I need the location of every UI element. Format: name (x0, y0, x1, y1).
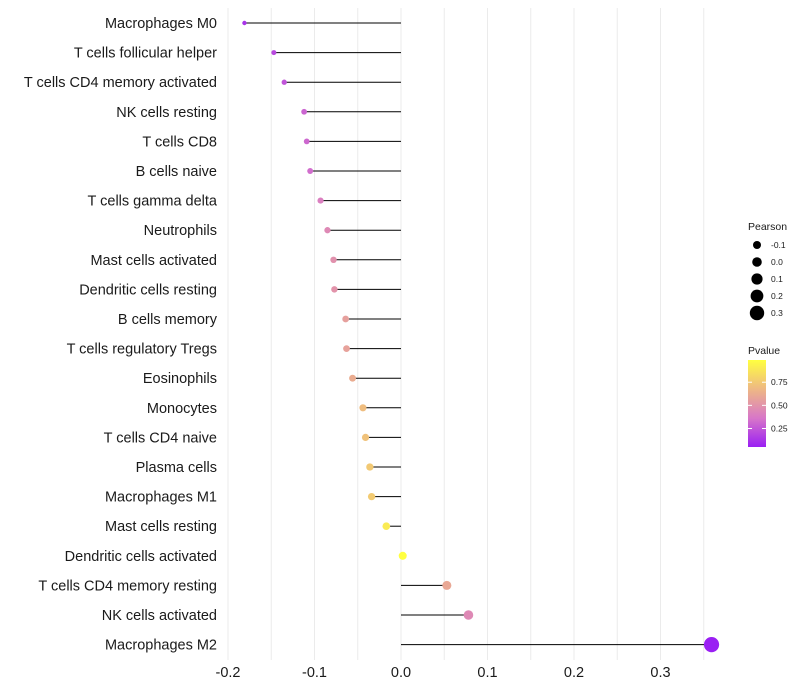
lollipop-point (301, 108, 307, 115)
lollipop-point (307, 168, 314, 174)
data-rows: Macrophages M0 T cells follicular helper T… (24, 16, 720, 654)
lollipop-point (359, 404, 367, 412)
category-label: Macrophages M0 (105, 16, 217, 32)
lollipop-point (271, 50, 277, 56)
lollipop-point (463, 610, 474, 620)
lollipop-point (398, 551, 407, 560)
x-tick-label: 0.1 (477, 665, 497, 681)
grid-lines (227, 8, 705, 660)
x-tick-label: 0.3 (650, 665, 670, 681)
color-legend-title: Pvalue (748, 345, 780, 357)
category-label: Dendritic cells activated (65, 549, 217, 565)
x-tick-label: -0.2 (216, 665, 241, 681)
lollipop-point (442, 580, 452, 590)
category-label: T cells CD4 memory resting (38, 578, 217, 594)
category-label: Eosinophils (143, 371, 217, 387)
size-legend-label: -0.1 (771, 240, 786, 250)
color-legend-label: 0.75 (771, 377, 788, 387)
lollipop-point (303, 138, 310, 145)
lollipop-point (342, 315, 350, 323)
lollipop-point (343, 345, 350, 352)
lollipop-point (703, 637, 720, 653)
category-label: Dendritic cells resting (79, 282, 217, 298)
category-label: Plasma cells (136, 460, 217, 476)
category-label: NK cells activated (102, 608, 217, 624)
lollipop-point (330, 256, 337, 264)
category-label: T cells CD4 naive (104, 430, 217, 446)
category-label: NK cells resting (116, 105, 217, 121)
size-legend-label: 0.0 (771, 257, 783, 267)
size-legend-key (750, 289, 764, 303)
color-legend-bar (748, 360, 766, 447)
size-legend-key (753, 241, 761, 249)
category-label: B cells naive (136, 164, 217, 180)
size-legend: Pearson -0.1 0.0 0.1 0.2 0.3 (748, 221, 787, 321)
category-label: Mast cells activated (90, 253, 217, 269)
category-label: T cells gamma delta (88, 194, 218, 210)
size-legend-label: 0.2 (771, 291, 783, 301)
size-legend-key (752, 257, 762, 267)
category-label: Mast cells resting (105, 519, 217, 535)
lollipop-point (367, 492, 376, 501)
category-label: T cells CD4 memory activated (24, 75, 217, 91)
lollipop-point (382, 522, 391, 531)
lollipop-point (366, 463, 374, 471)
lollipop-point (331, 286, 338, 293)
color-legend: Pvalue 0.25 0.50 0.75 (748, 345, 788, 447)
category-label: Neutrophils (144, 223, 217, 239)
category-label: T cells follicular helper (74, 46, 217, 62)
size-legend-key (749, 305, 765, 321)
lollipop-point (324, 227, 331, 234)
lollipop-point (242, 20, 247, 26)
x-tick-label: 0.0 (391, 665, 411, 681)
x-tick-label: -0.1 (302, 665, 327, 681)
category-label: Macrophages M2 (105, 638, 217, 654)
category-label: T cells CD8 (142, 134, 217, 150)
category-label: B cells memory (118, 312, 218, 328)
x-tick-label: 0.2 (564, 665, 584, 681)
category-label: Monocytes (147, 401, 217, 417)
color-legend-label: 0.50 (771, 400, 788, 410)
size-legend-label: 0.3 (771, 308, 783, 318)
lollipop-point (317, 197, 324, 204)
lollipop-point (349, 374, 356, 382)
size-legend-key (751, 273, 763, 285)
color-legend-label: 0.25 (771, 423, 788, 433)
lollipop-point (281, 79, 287, 85)
category-label: T cells regulatory Tregs (67, 342, 217, 358)
lollipop-point (361, 433, 370, 441)
size-legend-title: Pearson (748, 221, 787, 233)
x-axis: -0.2 -0.1 0.0 0.1 0.2 0.3 (216, 665, 671, 681)
size-legend-label: 0.1 (771, 274, 783, 284)
category-label: Macrophages M1 (105, 490, 217, 506)
